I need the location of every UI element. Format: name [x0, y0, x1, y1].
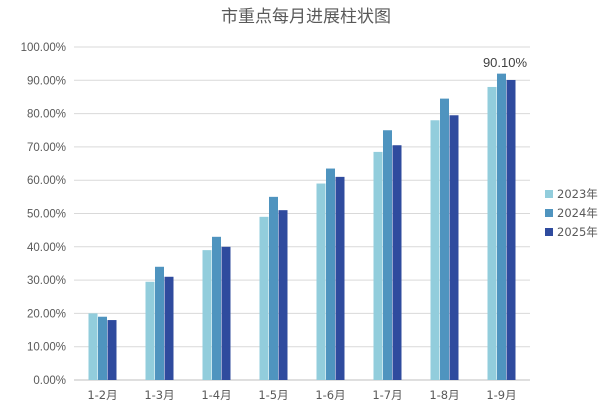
y-tick-label: 50.00%	[27, 209, 66, 221]
legend-label: 2023年	[557, 187, 598, 201]
chart-title: 市重点每月进展柱状图	[221, 7, 391, 27]
bar-2025年-1-7月	[392, 145, 402, 380]
x-tick-label: 1-7月	[372, 388, 402, 402]
data-label: 90.10%	[483, 55, 528, 70]
legend-label: 2024年	[557, 206, 598, 220]
legend: 2023年 2024年 2025年	[545, 187, 598, 239]
bar-2025年-1-2月	[107, 320, 117, 380]
y-axis-ticks: 0.00% 10.00% 20.00% 30.00% 40.00% 50.00% 60.00…	[21, 42, 66, 387]
bar-2025年-1-4月	[221, 246, 231, 380]
x-tick-label: 1-4月	[201, 388, 231, 402]
bar-2024年-1-7月	[383, 130, 392, 380]
bar-2025年-1-8月	[449, 115, 459, 380]
bar-2023年-1-5月	[259, 216, 269, 380]
legend-swatch-2023年	[545, 190, 553, 198]
x-tick-label: 1-6月	[315, 388, 345, 402]
y-tick-label: 0.00%	[33, 375, 66, 387]
y-tick-label: 10.00%	[27, 342, 66, 354]
bar-2023年-1-9月	[487, 86, 497, 381]
bar-2024年-1-4月	[212, 236, 221, 380]
y-tick-label: 40.00%	[27, 242, 66, 254]
bar-2023年-1-4月	[202, 250, 212, 380]
bar-2024年-1-8月	[440, 98, 449, 381]
bar-2025年-1-5月	[278, 210, 288, 380]
bar-2023年-1-7月	[373, 151, 383, 380]
x-tick-label: 1-3月	[144, 388, 174, 402]
bar-2023年-1-3月	[145, 281, 155, 380]
legend-swatch-2024年	[545, 209, 553, 217]
bar-2024年-1-5月	[269, 196, 278, 380]
y-tick-label: 30.00%	[27, 275, 66, 287]
y-tick-label: 60.00%	[27, 175, 66, 187]
x-tick-label: 1-5月	[258, 388, 288, 402]
y-tick-label: 80.00%	[27, 109, 66, 121]
bar-2024年-1-2月	[98, 316, 107, 380]
bar-2025年-1-6月	[335, 176, 345, 380]
bar-2024年-1-6月	[326, 168, 335, 380]
x-tick-label: 1-8月	[429, 388, 459, 402]
x-tick-label: 1-9月	[486, 388, 516, 402]
annotations: 90.10%	[483, 55, 528, 70]
y-tick-label: 100.00%	[21, 42, 66, 54]
y-tick-label: 20.00%	[27, 308, 66, 320]
bars	[88, 73, 516, 381]
x-tick-label: 1-2月	[87, 388, 117, 402]
bar-2024年-1-3月	[155, 266, 164, 380]
bar-2025年-1-9月	[506, 79, 516, 380]
legend-swatch-2025年	[545, 228, 553, 236]
gridlines	[74, 46, 530, 381]
x-axis-ticks: 1-2月 1-3月 1-4月 1-5月 1-6月 1-7月 1-8月 1-9月	[87, 388, 516, 402]
y-tick-label: 90.00%	[27, 75, 66, 87]
bar-2023年-1-2月	[88, 313, 98, 380]
bar-2025年-1-3月	[164, 276, 174, 380]
bar-2024年-1-9月	[497, 73, 506, 380]
legend-label: 2025年	[557, 225, 598, 239]
bar-2023年-1-6月	[316, 183, 326, 380]
y-tick-label: 70.00%	[27, 142, 66, 154]
bar-2023年-1-8月	[430, 120, 440, 380]
